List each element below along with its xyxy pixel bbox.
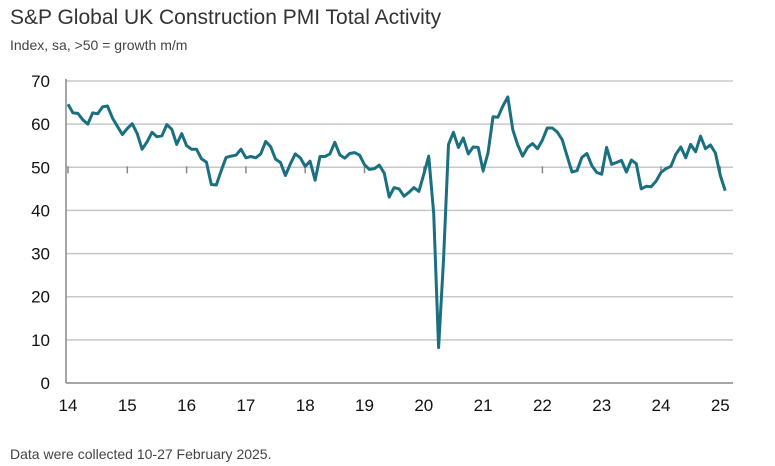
y-tick-label: 60 xyxy=(31,115,50,134)
y-tick-label: 30 xyxy=(31,245,50,264)
x-tick-label: 20 xyxy=(414,396,433,415)
chart-subtitle: Index, sa, >50 = growth m/m xyxy=(10,37,188,53)
x-tick-label: 17 xyxy=(236,396,255,415)
series-line-total-activity xyxy=(66,95,727,350)
x-tick-label: 16 xyxy=(177,396,196,415)
y-tick-label: 0 xyxy=(41,374,50,393)
y-tick-label: 40 xyxy=(31,201,50,220)
x-tick-label: 15 xyxy=(118,396,137,415)
x-tick-label: 22 xyxy=(533,396,552,415)
x-tick-label: 23 xyxy=(592,396,611,415)
x-tick-label: 14 xyxy=(59,396,78,415)
y-tick-label: 50 xyxy=(31,158,50,177)
x-tick-label: 18 xyxy=(296,396,315,415)
footnote: Data were collected 10-27 February 2025. xyxy=(10,446,272,462)
chart-title: S&P Global UK Construction PMI Total Act… xyxy=(10,6,442,29)
x-tick-label: 24 xyxy=(652,396,671,415)
y-tick-label: 20 xyxy=(31,288,50,307)
x-tick-label: 25 xyxy=(711,396,730,415)
x-tick-label: 19 xyxy=(355,396,374,415)
x-tick-label: 21 xyxy=(474,396,493,415)
y-tick-label: 70 xyxy=(31,72,50,91)
y-tick-label: 10 xyxy=(31,331,50,350)
